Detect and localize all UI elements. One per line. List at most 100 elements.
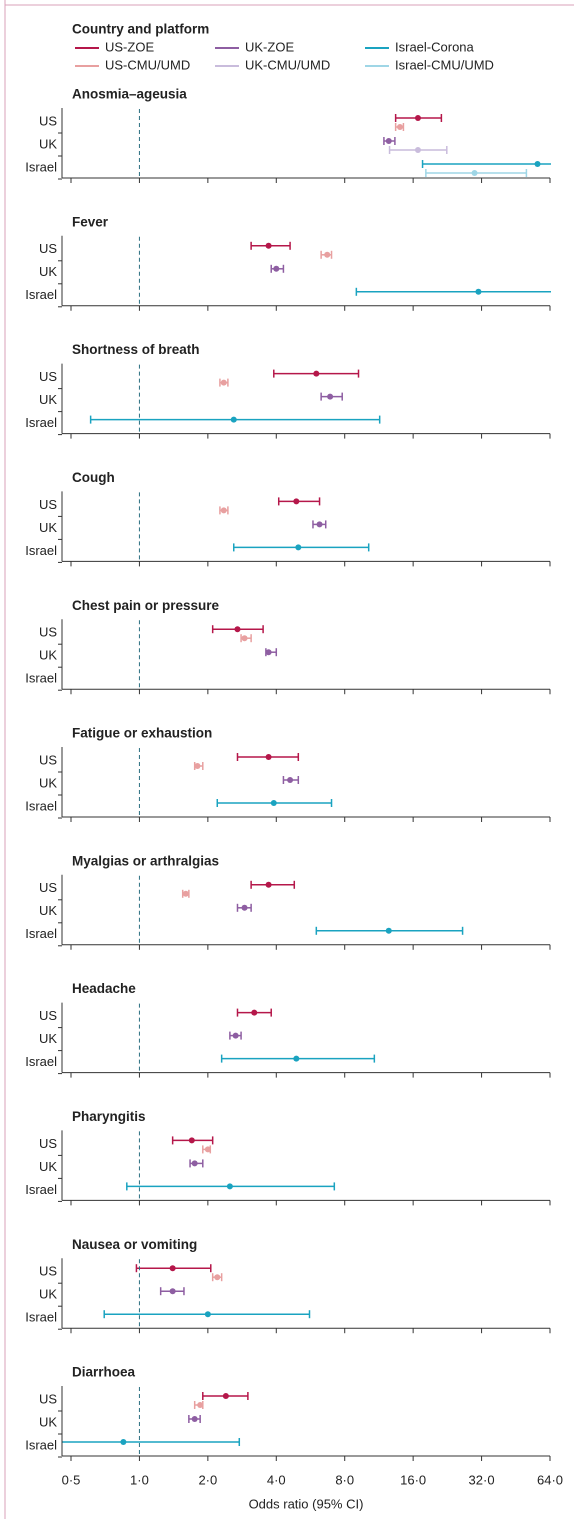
row-label: UK xyxy=(39,1159,57,1174)
panel-title: Fever xyxy=(72,214,109,229)
row-label: US xyxy=(39,1136,57,1151)
point-estimate xyxy=(222,1393,229,1399)
point-estimate xyxy=(324,251,331,258)
legend-label: US-CMU/UMD xyxy=(105,57,190,72)
point-estimate xyxy=(251,1009,258,1016)
row-label: Israel xyxy=(25,1437,57,1452)
point-estimate xyxy=(396,124,403,130)
point-estimate xyxy=(220,507,227,514)
point-estimate xyxy=(197,1402,204,1408)
x-tick-label: 16·0 xyxy=(400,1472,426,1487)
point-estimate xyxy=(191,1416,198,1422)
point-estimate xyxy=(385,138,392,144)
x-tick-label: 0·5 xyxy=(62,1472,81,1487)
row-label: UK xyxy=(39,520,57,535)
point-estimate xyxy=(265,649,272,656)
panel-title: Fatigue or exhaustion xyxy=(72,726,212,741)
row-label: US xyxy=(39,1264,57,1279)
row-label: UK xyxy=(39,392,57,407)
row-label: Israel xyxy=(25,1310,57,1325)
x-tick-label: 8·0 xyxy=(335,1472,354,1487)
row-label: US xyxy=(39,752,57,767)
x-tick-label: 32·0 xyxy=(469,1472,495,1487)
legend-label: Israel-Corona xyxy=(395,39,475,54)
panel-title: Shortness of breath xyxy=(72,342,200,357)
row-label: UK xyxy=(39,775,57,790)
legend-label: US-ZOE xyxy=(105,39,154,54)
point-estimate xyxy=(265,881,272,888)
point-estimate xyxy=(204,1311,211,1318)
point-estimate xyxy=(226,1183,233,1190)
row-label: Israel xyxy=(25,1182,57,1197)
row-label: US xyxy=(39,880,57,895)
point-estimate xyxy=(327,393,334,400)
panel-title: Anosmia–ageusia xyxy=(72,87,187,102)
row-label: US xyxy=(39,369,57,384)
x-tick-label: 4·0 xyxy=(267,1472,286,1487)
x-tick-label: 1·0 xyxy=(130,1472,149,1487)
row-label: US xyxy=(39,625,57,640)
row-label: US xyxy=(39,1391,57,1406)
x-tick-label: 2·0 xyxy=(198,1472,217,1487)
row-label: UK xyxy=(39,648,57,663)
point-estimate xyxy=(293,1055,300,1062)
legend-label: UK-CMU/UMD xyxy=(245,57,330,72)
legend-title: Country and platform xyxy=(72,22,209,37)
point-estimate xyxy=(313,370,320,377)
point-estimate xyxy=(232,1032,239,1039)
point-estimate xyxy=(169,1288,176,1295)
row-label: UK xyxy=(39,903,57,918)
point-estimate xyxy=(265,754,272,760)
row-label: UK xyxy=(39,1287,57,1302)
point-estimate xyxy=(191,1160,198,1167)
x-tick-label: 64·0 xyxy=(537,1472,563,1487)
row-label: Israel xyxy=(25,543,57,558)
point-estimate xyxy=(220,379,227,386)
point-estimate xyxy=(204,1146,211,1153)
row-label: Israel xyxy=(25,1054,57,1069)
point-estimate xyxy=(316,521,323,528)
point-estimate xyxy=(385,927,392,934)
panel-title: Diarrhoea xyxy=(72,1365,136,1380)
row-label: US xyxy=(39,1008,57,1023)
panel-title: Headache xyxy=(72,981,136,996)
row-label: UK xyxy=(39,264,57,279)
point-estimate xyxy=(230,416,237,423)
plot-area xyxy=(62,114,551,1446)
point-estimate xyxy=(169,1265,176,1272)
row-label: Israel xyxy=(25,671,57,686)
point-estimate xyxy=(214,1274,221,1281)
point-estimate xyxy=(287,777,294,783)
point-estimate xyxy=(241,635,248,642)
row-label: UK xyxy=(39,1031,57,1046)
point-estimate xyxy=(188,1137,195,1144)
point-estimate xyxy=(295,544,302,551)
row-label: UK xyxy=(39,136,57,151)
row-label: US xyxy=(39,241,57,256)
row-label: US xyxy=(39,113,57,128)
point-estimate xyxy=(293,498,300,505)
row-label: Israel xyxy=(25,798,57,813)
row-label: Israel xyxy=(25,159,57,174)
point-estimate xyxy=(194,763,201,769)
panel-title: Pharyngitis xyxy=(72,1109,146,1124)
panel-title: Cough xyxy=(72,470,115,485)
legend-label: UK-ZOE xyxy=(245,39,294,54)
point-estimate xyxy=(414,115,421,121)
panel-title: Myalgias or arthralgias xyxy=(72,853,219,868)
legend-label: Israel-CMU/UMD xyxy=(395,57,494,72)
x-axis-label: Odds ratio (95% CI) xyxy=(249,1496,364,1511)
panel-title: Chest pain or pressure xyxy=(72,598,220,613)
point-estimate xyxy=(273,265,280,272)
point-estimate xyxy=(471,170,478,176)
point-estimate xyxy=(270,800,277,806)
point-estimate xyxy=(234,626,241,633)
point-estimate xyxy=(414,147,421,153)
row-label: Israel xyxy=(25,926,57,941)
panel-title: Nausea or vomiting xyxy=(72,1237,197,1252)
point-estimate xyxy=(265,242,272,249)
point-estimate xyxy=(120,1439,127,1445)
point-estimate xyxy=(534,161,541,167)
row-label: Israel xyxy=(25,415,57,430)
